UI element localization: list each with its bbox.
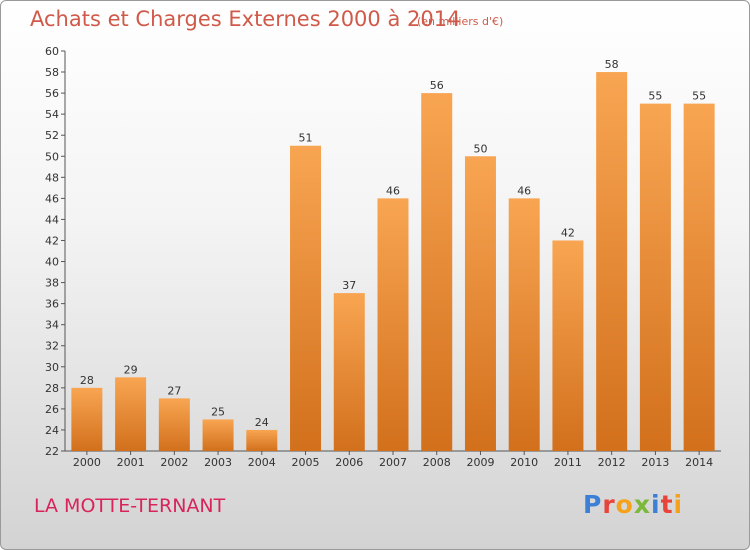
- data-label: 51: [299, 132, 313, 145]
- y-tick-label: 54: [45, 108, 59, 121]
- bar: [421, 93, 453, 452]
- data-label: 28: [80, 374, 94, 387]
- data-label: 55: [692, 90, 706, 103]
- data-label: 58: [605, 58, 619, 71]
- data-label: 42: [561, 226, 575, 239]
- x-tick-label: 2004: [248, 456, 276, 469]
- chart-subtitle: (en milliers d'€): [417, 15, 504, 28]
- bar: [639, 103, 671, 451]
- y-tick-label: 36: [45, 298, 59, 311]
- y-tick-label: 56: [45, 87, 59, 100]
- logo-letter: t: [660, 490, 674, 519]
- y-tick-label: 32: [45, 340, 59, 353]
- data-label: 55: [648, 90, 662, 103]
- bar: [683, 103, 715, 451]
- bar: [246, 429, 278, 451]
- data-label: 24: [255, 416, 269, 429]
- y-tick-label: 46: [45, 192, 59, 205]
- bar: [333, 293, 365, 451]
- y-tick-label: 38: [45, 277, 59, 290]
- x-tick-label: 2013: [641, 456, 669, 469]
- x-tick-label: 2002: [160, 456, 188, 469]
- y-tick-label: 42: [45, 234, 59, 247]
- logo-letter: r: [602, 490, 616, 519]
- y-tick-label: 48: [45, 171, 59, 184]
- bar: [508, 198, 540, 451]
- bar: [464, 156, 496, 451]
- logo-letter: i: [651, 490, 661, 519]
- data-label: 25: [211, 405, 225, 418]
- y-tick-label: 40: [45, 256, 59, 269]
- x-tick-label: 2006: [335, 456, 363, 469]
- x-tick-label: 2000: [73, 456, 101, 469]
- x-tick-label: 2010: [510, 456, 538, 469]
- x-tick-label: 2005: [292, 456, 320, 469]
- data-label: 46: [386, 184, 400, 197]
- data-label: 27: [167, 384, 181, 397]
- x-tick-label: 2011: [554, 456, 582, 469]
- y-tick-label: 60: [45, 45, 59, 58]
- logo-letter: o: [615, 490, 634, 519]
- bar: [158, 398, 190, 451]
- data-label: 56: [430, 79, 444, 92]
- logo-letter: x: [633, 490, 651, 519]
- bar: [290, 145, 322, 451]
- y-tick-label: 26: [45, 403, 59, 416]
- y-tick-label: 50: [45, 150, 59, 163]
- y-tick-label: 24: [45, 424, 59, 437]
- bar: [71, 387, 103, 451]
- proxiti-logo: Proxiti: [583, 490, 683, 519]
- data-label: 50: [473, 142, 487, 155]
- bar: [202, 419, 234, 451]
- logo-letter: i: [673, 490, 684, 519]
- y-tick-label: 22: [45, 445, 59, 458]
- y-tick-label: 30: [45, 361, 59, 374]
- commune-name: LA MOTTE-TERNANT: [34, 495, 226, 517]
- x-tick-label: 2007: [379, 456, 407, 469]
- bar: [596, 72, 628, 451]
- chart-title: Achats et Charges Externes 2000 à 2014: [30, 7, 461, 31]
- data-label: 37: [342, 279, 356, 292]
- x-tick-label: 2003: [204, 456, 232, 469]
- y-tick-label: 28: [45, 382, 59, 395]
- x-tick-label: 2012: [598, 456, 626, 469]
- logo-letter: P: [583, 490, 603, 519]
- data-label: 46: [517, 184, 531, 197]
- y-tick-label: 34: [45, 319, 59, 332]
- x-tick-label: 2014: [685, 456, 713, 469]
- y-tick-label: 44: [45, 213, 59, 226]
- data-label: 29: [124, 363, 138, 376]
- y-tick-label: 58: [45, 66, 59, 79]
- bar: [377, 198, 409, 451]
- bar: [115, 377, 147, 451]
- x-tick-label: 2009: [466, 456, 494, 469]
- x-tick-label: 2008: [423, 456, 451, 469]
- x-tick-label: 2001: [117, 456, 145, 469]
- y-tick-label: 52: [45, 129, 59, 142]
- bar: [552, 240, 584, 451]
